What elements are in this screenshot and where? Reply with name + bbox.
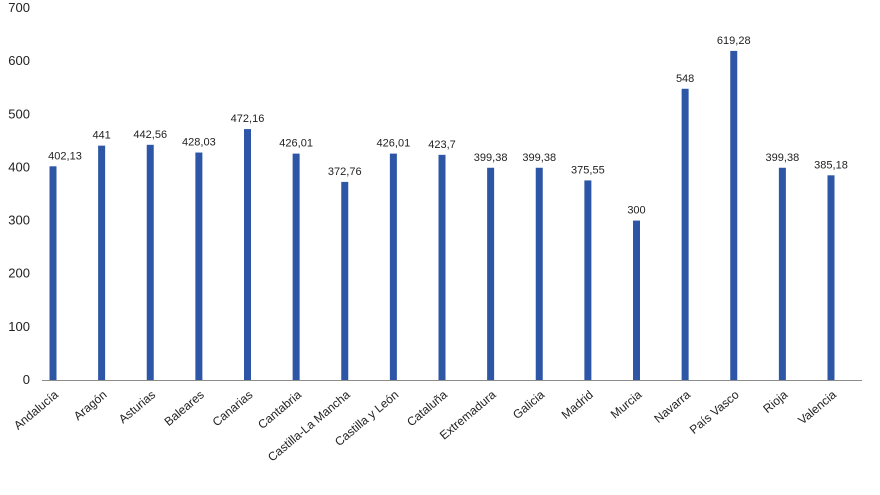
category-label: Baleares — [162, 388, 207, 429]
category-label: Murcia — [608, 387, 645, 421]
bar — [584, 180, 592, 380]
y-tick-label: 700 — [8, 0, 30, 15]
y-tick-label: 300 — [8, 213, 30, 228]
bar — [438, 154, 446, 380]
bar — [535, 167, 543, 380]
data-label: 399,38 — [522, 152, 556, 164]
bar — [98, 145, 106, 380]
bar — [730, 50, 738, 381]
data-label: 619,28 — [717, 35, 751, 47]
data-label: 372,76 — [328, 166, 362, 178]
bar — [49, 166, 57, 380]
data-label: 472,16 — [231, 113, 265, 125]
y-axis: 0 100 200 300 400 500 600 700 — [8, 0, 30, 387]
bars — [49, 50, 835, 381]
data-label: 375,55 — [571, 164, 605, 176]
data-label: 442,56 — [133, 129, 167, 141]
category-label: Rioja — [760, 387, 790, 416]
bar — [292, 153, 300, 380]
y-tick-label: 400 — [8, 159, 30, 174]
data-label: 399,38 — [766, 152, 800, 164]
y-tick-label: 500 — [8, 106, 30, 121]
category-label: Castilla-La Mancha — [265, 387, 353, 464]
bar — [778, 167, 786, 380]
category-label: Madrid — [559, 388, 596, 422]
category-label: Galicia — [510, 387, 547, 422]
category-label: Navarra — [651, 387, 693, 425]
bar — [244, 129, 251, 380]
y-tick-label: 200 — [8, 266, 30, 281]
data-label: 426,01 — [279, 138, 313, 150]
y-tick-label: 100 — [8, 319, 30, 334]
category-label: País Vasco — [687, 387, 742, 436]
data-label: 402,13 — [48, 150, 82, 162]
data-label: 441 — [92, 130, 110, 142]
data-label: 385,18 — [814, 159, 848, 171]
category-label: Asturias — [116, 388, 158, 427]
data-label: 426,01 — [377, 138, 411, 150]
bar — [681, 88, 689, 380]
bar — [195, 152, 203, 380]
x-axis: Andalucía Aragón Asturias Baleares Canarias C… — [11, 380, 862, 464]
data-labels: 402,13 441 442,56 428,03 472,16 426,01 372,76 4… — [48, 35, 848, 217]
category-label: Valencia — [795, 387, 839, 427]
data-label: 428,03 — [182, 137, 216, 149]
category-label: Cantabria — [255, 387, 304, 431]
bar — [487, 167, 495, 380]
category-label: Canarias — [210, 388, 256, 430]
bar — [389, 153, 397, 380]
bar — [146, 144, 154, 380]
y-tick-label: 0 — [23, 372, 30, 387]
bar — [827, 175, 835, 380]
bar — [341, 181, 349, 380]
category-label: Andalucía — [11, 387, 61, 432]
data-label: 300 — [627, 205, 645, 217]
data-label: 423,7 — [428, 139, 456, 151]
data-label: 548 — [676, 73, 694, 85]
y-tick-label: 600 — [8, 53, 30, 68]
category-label: Cataluña — [404, 387, 450, 429]
bar — [633, 220, 640, 380]
category-label: Aragón — [71, 388, 110, 424]
data-label: 399,38 — [474, 152, 508, 164]
